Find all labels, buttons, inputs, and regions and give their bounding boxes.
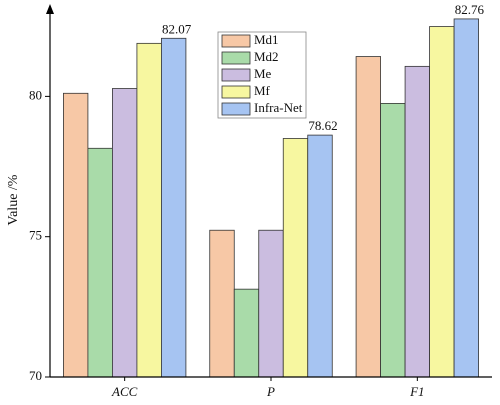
y-tick-label: 70 — [29, 368, 42, 383]
legend-swatch — [221, 102, 251, 116]
bar — [87, 147, 113, 378]
bar — [136, 42, 162, 378]
x-tick-label: P — [266, 384, 275, 399]
legend-swatch — [221, 85, 251, 99]
data-label: 82.76 — [455, 2, 485, 17]
legend-label: Me — [254, 66, 272, 81]
data-label: 82.07 — [162, 21, 192, 36]
bar — [355, 56, 381, 378]
bar — [307, 134, 333, 378]
bar — [161, 37, 187, 378]
y-tick-label: 75 — [29, 228, 42, 243]
legend-label: Mf — [254, 83, 271, 98]
bar — [429, 26, 455, 378]
legend-swatch — [221, 34, 251, 48]
bar — [233, 288, 260, 378]
data-label: 78.62 — [308, 118, 337, 133]
legend-label: Md2 — [254, 49, 279, 64]
legend-label: Infra-Net — [254, 100, 303, 115]
y-tick-label: 80 — [29, 87, 42, 102]
x-tick-label: F1 — [409, 384, 424, 399]
bar — [404, 65, 430, 378]
bar — [63, 92, 89, 378]
legend-label: Md1 — [254, 32, 279, 47]
bar — [282, 138, 309, 378]
x-tick-label: ACC — [111, 384, 138, 399]
bar — [453, 18, 479, 378]
bar — [258, 229, 284, 378]
legend-swatch — [221, 51, 251, 65]
bar — [112, 88, 138, 378]
bar — [209, 229, 235, 378]
bar — [380, 102, 406, 378]
y-axis-label: Value /% — [6, 174, 21, 225]
y-axis-arrow — [46, 4, 54, 14]
legend-swatch — [221, 68, 251, 82]
